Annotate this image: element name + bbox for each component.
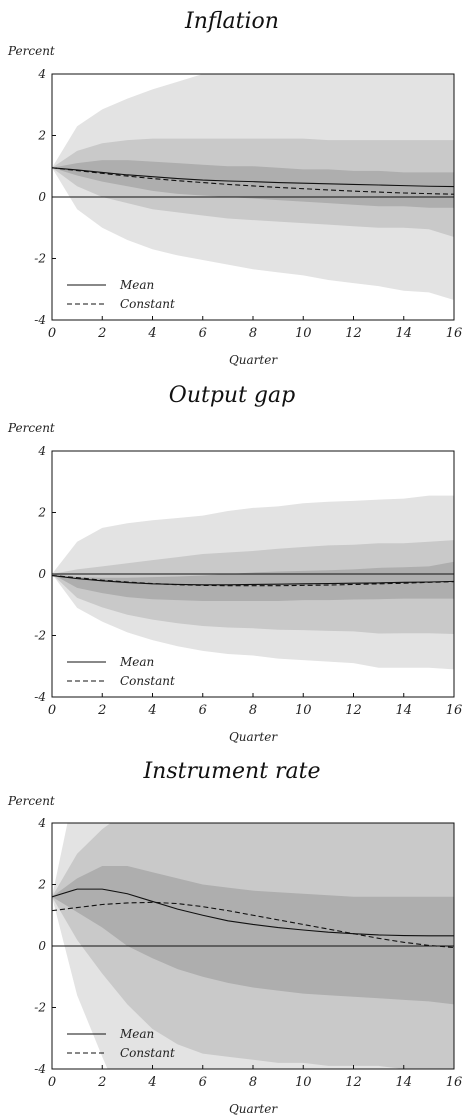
series-line-mean (52, 167, 454, 188)
x-tick-label: 14 (395, 1075, 412, 1090)
y-axis-unit-label: Percent (7, 44, 55, 58)
y-tick-label: -2 (34, 1001, 46, 1015)
x-tick-label: 16 (446, 703, 463, 718)
y-axis-unit-label: Percent (7, 794, 55, 808)
y-tick-label: -4 (34, 690, 46, 704)
x-tick-label: 12 (345, 1075, 362, 1090)
x-tick-label: 2 (97, 703, 106, 718)
legend: Mean Constant (67, 1027, 175, 1060)
y-tick-label: -2 (34, 252, 46, 266)
chart-title: Inflation (184, 9, 279, 34)
legend-label: Constant (120, 297, 175, 311)
x-tick-label: 16 (446, 1075, 463, 1090)
legend: Mean Constant (67, 655, 175, 688)
legend-label: Mean (119, 1027, 154, 1041)
series-line-mean (52, 888, 454, 937)
y-tick-label: 4 (37, 816, 46, 830)
series-line-constant (52, 574, 454, 587)
x-tick-label: 0 (48, 326, 56, 341)
x-tick-label: 0 (48, 1075, 56, 1090)
y-tick-label: 2 (37, 506, 46, 520)
y-axis-unit-label: Percent (7, 421, 55, 435)
y-tick-label: 2 (37, 878, 46, 892)
y-tick-label: 2 (37, 129, 46, 143)
chart-title: Output gap (169, 383, 295, 408)
legend-label: Mean (119, 278, 154, 292)
series-line-mean (52, 574, 454, 586)
series-line-constant (52, 901, 454, 949)
x-tick-label: 8 (249, 326, 257, 341)
confidence-band-inner (52, 866, 454, 1005)
legend-label: Constant (120, 674, 175, 688)
x-axis-label: Quarter (229, 1102, 278, 1116)
y-tick-label: 0 (38, 567, 46, 581)
x-tick-label: 2 (97, 1075, 106, 1090)
x-tick-label: 4 (147, 326, 156, 341)
x-tick-label: 6 (199, 326, 207, 341)
x-tick-label: 6 (199, 703, 207, 718)
y-tick-label: -2 (34, 629, 46, 643)
x-tick-label: 4 (147, 1075, 156, 1090)
legend-label: Constant (120, 1046, 175, 1060)
y-tick-label: 4 (37, 67, 46, 81)
x-tick-label: 12 (345, 326, 362, 341)
x-tick-label: 16 (446, 326, 463, 341)
y-tick-label: -4 (34, 313, 46, 327)
x-tick-label: 8 (249, 703, 257, 718)
x-tick-label: 10 (295, 1075, 312, 1090)
x-tick-label: 10 (295, 703, 312, 718)
y-tick-label: 0 (38, 190, 46, 204)
legend: Mean Constant (67, 278, 175, 311)
x-axis-label: Quarter (229, 730, 278, 744)
x-tick-label: 4 (147, 703, 156, 718)
x-tick-label: 6 (199, 1075, 207, 1090)
x-tick-label: 14 (395, 703, 412, 718)
y-tick-label: 4 (37, 444, 46, 458)
y-tick-label: -4 (34, 1062, 46, 1076)
x-tick-label: 14 (395, 326, 412, 341)
x-tick-label: 8 (249, 1075, 257, 1090)
y-tick-label: 0 (38, 939, 46, 953)
x-tick-label: 10 (295, 326, 312, 341)
x-tick-label: 12 (345, 703, 362, 718)
legend-label: Mean (119, 655, 154, 669)
series-line-constant (52, 167, 454, 195)
chart-title: Instrument rate (142, 759, 320, 784)
confidence-band-inner (52, 160, 454, 208)
x-axis-label: Quarter (229, 353, 278, 367)
x-tick-label: 0 (48, 703, 56, 718)
confidence-band-inner (52, 561, 454, 602)
x-tick-label: 2 (97, 326, 106, 341)
